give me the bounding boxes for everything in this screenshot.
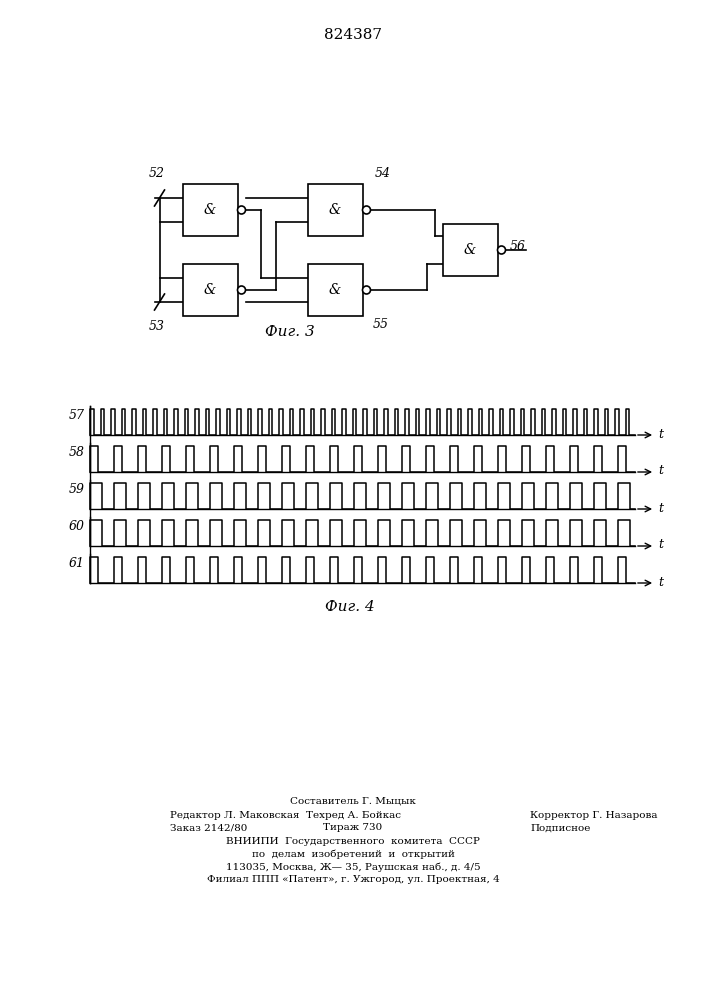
Text: &: & [464,243,477,257]
Circle shape [363,286,370,294]
Circle shape [363,206,370,214]
Bar [308,184,363,236]
Text: &: & [204,283,216,297]
Text: Корректор Г. Назарова: Корректор Г. Назарова [530,810,658,820]
Text: 60: 60 [69,520,85,533]
Text: 824387: 824387 [324,28,382,42]
Text: &: & [329,283,341,297]
Text: 56: 56 [510,239,525,252]
Text: Филиал ППП «Патент», г. Ужгород, ул. Проектная, 4: Филиал ППП «Патент», г. Ужгород, ул. Про… [206,876,499,884]
Text: 55: 55 [373,318,389,331]
Text: &: & [329,203,341,217]
Text: 54: 54 [375,167,390,180]
Circle shape [498,246,506,254]
Text: Техред А. Бойкас: Техред А. Бойкас [305,810,400,820]
Circle shape [238,286,245,294]
Text: 113035, Москва, Ж— 35, Раушская наб., д. 4/5: 113035, Москва, Ж— 35, Раушская наб., д.… [226,862,480,872]
Circle shape [238,206,245,214]
Bar [443,224,498,276]
Text: 52: 52 [148,167,165,180]
Text: 61: 61 [69,557,85,570]
Bar [308,264,363,316]
Text: &: & [204,203,216,217]
Text: 58: 58 [69,446,85,459]
Bar [182,264,238,316]
Text: 53: 53 [148,320,165,333]
Text: t: t [658,464,663,478]
Text: Фиг. 4: Фиг. 4 [325,600,375,614]
Text: Заказ 2142/80: Заказ 2142/80 [170,824,247,832]
Text: t: t [658,576,663,588]
Text: 57: 57 [69,409,85,422]
Text: Подписное: Подписное [530,824,590,832]
Text: Редактор Л. Маковская: Редактор Л. Маковская [170,810,300,820]
Text: 59: 59 [69,483,85,496]
Text: Составитель Г. Мыцык: Составитель Г. Мыцык [290,796,416,806]
Text: Тираж 730: Тираж 730 [323,824,382,832]
Text: Фиг. 3: Фиг. 3 [265,325,315,339]
Text: t: t [658,428,663,440]
Bar [182,184,238,236]
Text: ВНИИПИ  Государственного  комитета  СССР: ВНИИПИ Государственного комитета СССР [226,836,480,846]
Text: по  делам  изобретений  и  открытий: по делам изобретений и открытий [252,849,455,859]
Text: t: t [658,502,663,514]
Text: t: t [658,538,663,552]
